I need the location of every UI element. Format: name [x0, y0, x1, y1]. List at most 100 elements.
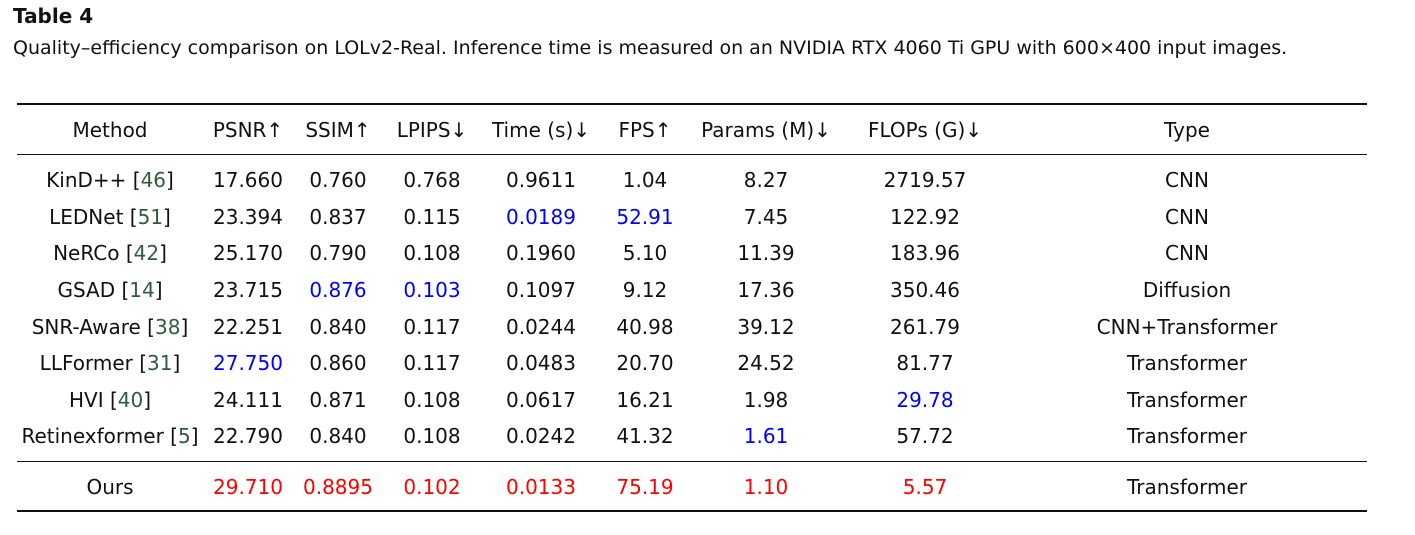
params-cell: 1.98 [743, 387, 789, 412]
citation-link[interactable]: 5 [177, 424, 191, 449]
table-caption: Quality–efficiency comparison on LOLv2-R… [13, 37, 1288, 59]
table-row: GSAD [14] 23.715 0.876 0.103 0.1097 9.12 17.36… [17, 272, 1367, 309]
citation-link[interactable]: 14 [129, 278, 155, 303]
table-row: HVI [40] 24.111 0.871 0.108 0.0617 16.21 1.98 2… [17, 382, 1367, 419]
flops-cell: 2719.57 [883, 168, 967, 193]
table-row: NeRCo [42] 25.170 0.790 0.108 0.1960 5.10 11.3… [17, 235, 1367, 272]
lpips-cell: 0.108 [403, 424, 461, 449]
psnr-cell: 23.394 [213, 204, 283, 229]
table-header: Method PSNR↑ SSIM↑ LPIPS↓ Time (s)↓ FPS↑ Param… [17, 105, 1367, 154]
method-name: LLFormer [39, 351, 133, 376]
fps-cell: 9.12 [622, 278, 668, 303]
header-row: Method PSNR↑ SSIM↑ LPIPS↓ Time (s)↓ FPS↑ Param… [17, 105, 1367, 154]
psnr-cell: 23.715 [213, 278, 283, 303]
flops-cell: 183.96 [890, 241, 960, 266]
fps-cell: 1.04 [622, 168, 668, 193]
time-cell: 0.0242 [506, 424, 576, 449]
method-cell: KinD++ [46] [46, 168, 174, 193]
ssim-cell: 0.860 [309, 351, 367, 376]
ours-row: Ours 29.710 0.8895 0.102 0.0133 75.19 1.… [17, 467, 1367, 507]
fps-cell: 5.10 [622, 241, 668, 266]
fps-cell: 41.32 [616, 424, 674, 449]
citation-link[interactable]: 46 [140, 168, 167, 193]
citation-link[interactable]: 51 [137, 204, 164, 229]
header-rule [17, 154, 1367, 155]
params-cell: 24.52 [737, 351, 795, 376]
ssim-cell: 0.876 [309, 278, 367, 303]
time-cell: 0.0617 [506, 387, 576, 412]
method-name: LEDNet [49, 204, 124, 229]
ours-method: Ours [86, 475, 134, 499]
method-name: HVI [68, 387, 104, 412]
column-header-type: Type [1164, 117, 1210, 142]
type-cell: CNN [1165, 241, 1209, 266]
psnr-cell: 25.170 [213, 241, 283, 266]
type-cell: CNN [1165, 204, 1209, 229]
citation-link[interactable]: 31 [147, 351, 173, 376]
column-header-lpips: LPIPS↓ [396, 117, 468, 142]
method-cell: LLFormer [31] [39, 351, 181, 376]
table-row: Retinexformer [5] 22.790 0.840 0.108 0.0242 4… [17, 418, 1367, 455]
column-header-psnr: PSNR↑ [212, 117, 284, 142]
table-row: SNR-Aware [38] 22.251 0.840 0.117 0.0244 40.9… [17, 308, 1367, 345]
flops-cell: 261.79 [890, 314, 960, 339]
flops-cell: 122.92 [890, 204, 960, 229]
method-cell: Retinexformer [5] [21, 424, 199, 449]
lpips-cell: 0.117 [403, 351, 461, 376]
ours-separator-rule [17, 461, 1367, 462]
column-header-flops: FLOPs (G)↓ [867, 117, 983, 142]
time-cell: 0.0483 [506, 351, 576, 376]
method-cell: LEDNet [51] [49, 204, 171, 229]
psnr-cell: 24.111 [213, 387, 283, 412]
citation-link[interactable]: 40 [117, 387, 144, 412]
column-header-params: Params (M)↓ [701, 117, 831, 142]
ssim-cell: 0.837 [309, 204, 367, 229]
ssim-cell: 0.840 [309, 314, 367, 339]
params-cell: 11.39 [737, 241, 795, 266]
method-name: GSAD [57, 278, 116, 303]
table-row: LEDNet [51] 23.394 0.837 0.115 0.0189 52.91 7.… [17, 199, 1367, 236]
ours-psnr: 29.710 [213, 475, 283, 499]
ours-fps: 75.19 [616, 475, 674, 499]
column-header-time: Time (s)↓ [491, 117, 591, 142]
table-label: Table 4 [13, 4, 94, 28]
params-cell: 1.61 [743, 424, 789, 449]
citation-link[interactable]: 42 [133, 241, 160, 266]
lpips-cell: 0.108 [403, 387, 461, 412]
psnr-cell: 22.251 [213, 314, 283, 339]
type-cell: Diffusion [1142, 278, 1232, 303]
ours-time: 0.0133 [506, 475, 576, 499]
fps-cell: 52.91 [616, 204, 674, 229]
citation-link[interactable]: 38 [155, 314, 181, 339]
time-cell: 0.0189 [506, 204, 576, 229]
method-cell: NeRCo [42] [53, 241, 167, 266]
ours-params: 1.10 [743, 475, 789, 499]
ours-ssim: 0.8895 [303, 475, 373, 499]
params-cell: 8.27 [743, 168, 789, 193]
type-cell: Transformer [1126, 387, 1247, 412]
psnr-cell: 27.750 [213, 351, 283, 376]
params-cell: 17.36 [737, 278, 795, 303]
ours-type: Transformer [1126, 475, 1247, 499]
lpips-cell: 0.103 [403, 278, 461, 303]
psnr-cell: 22.790 [213, 424, 283, 449]
column-header-fps: FPS↑ [618, 117, 672, 142]
method-cell: SNR-Aware [38] [31, 314, 189, 339]
lpips-cell: 0.108 [403, 241, 461, 266]
lpips-cell: 0.117 [403, 314, 461, 339]
results-table-body: KinD++ [46] 17.660 0.760 0.768 0.9611 1.04 8.2… [17, 162, 1367, 455]
type-cell: Transformer [1126, 351, 1247, 376]
flops-cell: 350.46 [890, 278, 960, 303]
time-cell: 0.1960 [506, 241, 576, 266]
params-cell: 39.12 [737, 314, 795, 339]
ssim-cell: 0.840 [309, 424, 367, 449]
time-cell: 0.9611 [506, 168, 576, 193]
method-cell: HVI [40] [68, 387, 152, 412]
fps-cell: 40.98 [616, 314, 674, 339]
method-name: SNR-Aware [31, 314, 141, 339]
table-row: LLFormer [31] 27.750 0.860 0.117 0.0483 20.70… [17, 345, 1367, 382]
time-cell: 0.0244 [506, 314, 576, 339]
column-header-method: Method [72, 117, 148, 142]
method-name: NeRCo [53, 241, 120, 266]
psnr-cell: 17.660 [213, 168, 283, 193]
